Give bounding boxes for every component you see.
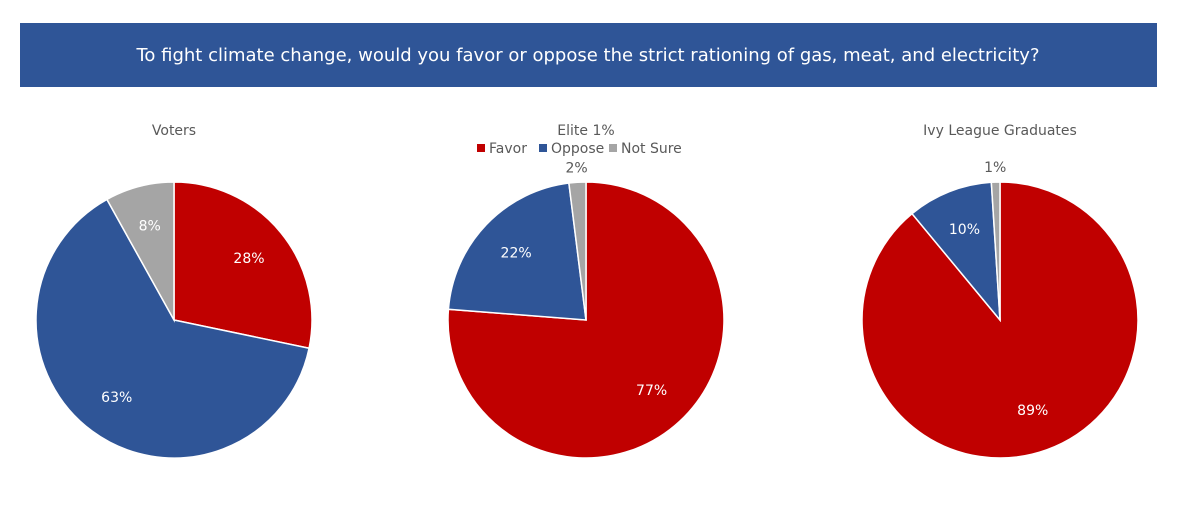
- data-label: 10%: [949, 222, 980, 238]
- header-title: To fight climate change, would you favor…: [135, 45, 1039, 66]
- data-label: 8%: [139, 218, 161, 234]
- pie-slice: [990, 181, 1001, 321]
- data-label: 89%: [1017, 403, 1048, 419]
- pie-slice: [173, 181, 313, 350]
- data-label: 28%: [233, 251, 264, 267]
- legend-swatch: [477, 144, 485, 152]
- legend-swatch: [609, 144, 617, 152]
- data-label: 22%: [501, 245, 532, 261]
- pie-slice: [910, 181, 1001, 323]
- chart-title: Ivy League Graduates: [923, 123, 1077, 139]
- pie-slice: [35, 198, 310, 459]
- data-label: 2%: [565, 160, 587, 176]
- chart-title: Elite 1%: [557, 123, 614, 139]
- legend-label: Not Sure: [621, 141, 682, 157]
- legend-label: Favor: [489, 141, 527, 157]
- pie-slice: [447, 181, 725, 459]
- data-label: 63%: [101, 390, 132, 406]
- pie-slice: [568, 181, 587, 321]
- legend-swatch: [539, 144, 547, 152]
- pie-slice: [105, 181, 175, 323]
- pie-slice: [447, 182, 587, 321]
- header-band: [20, 23, 1157, 87]
- data-label: 77%: [636, 383, 667, 399]
- legend-label: Oppose: [551, 141, 604, 157]
- chart-title: Voters: [152, 123, 196, 139]
- data-label: 1%: [984, 160, 1006, 176]
